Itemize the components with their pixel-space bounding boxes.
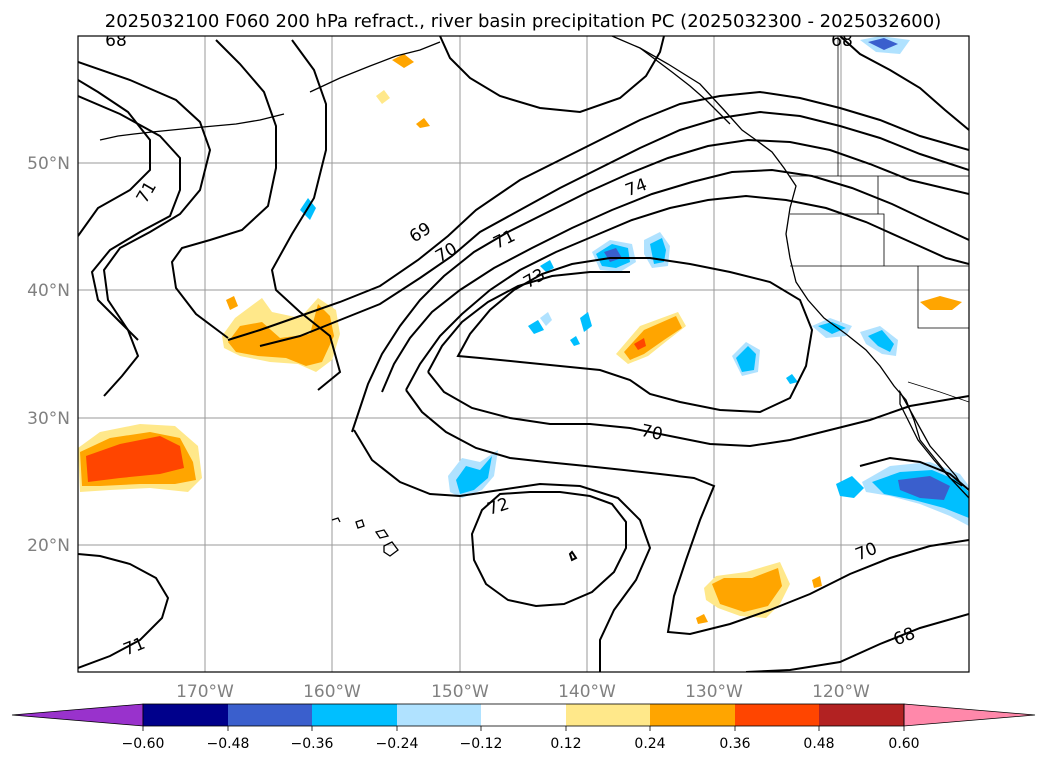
pc-negative-region [818,322,846,334]
colorbar-segment [312,704,397,726]
pc-negative-region [868,330,894,352]
colorbar-tick-label: 0.36 [719,736,750,752]
pc-negative-region [570,336,580,346]
contour-line [78,61,212,397]
colorbar-segment [650,704,735,726]
colorbar-tick-label: −0.12 [460,736,503,752]
pc-positive-region [812,576,822,588]
lat-label: 50°N [27,154,70,174]
pc-negative-region [868,38,898,50]
pc-positive-region [634,338,646,350]
figure-title: 2025032100 F060 200 hPa refract., river … [105,11,941,32]
lat-label: 40°N [27,281,70,301]
map-panel: 68 71 68 69 70 71 74 73 70 72 70 71 68 2… [27,31,970,702]
colorbar-tick-label: −0.48 [207,736,250,752]
contour-line [745,613,969,672]
lon-label: 130°W [685,682,743,702]
colorbar-segment [397,704,481,726]
positive-pc-shading [78,54,962,624]
pc-negative-region [650,238,666,264]
pc-negative-region [540,260,554,272]
colorbar: −0.60 −0.48 −0.36 −0.24 −0.12 0.12 0.24 … [11,703,1036,752]
pc-positive-region [392,54,414,68]
contour-line [270,39,342,391]
colorbar-tick-label: −0.36 [291,736,334,752]
colorbar-segment [481,704,566,726]
contour-label: 68 [831,31,853,51]
colorbar-extend-high [903,703,1036,727]
pc-positive-region [86,436,184,482]
contour-line [78,95,181,341]
colorbar-frame [142,703,905,727]
contour-line [78,79,151,237]
pc-positive-region [696,614,708,624]
pc-positive-region [712,568,782,612]
lat-label: 20°N [27,536,70,556]
lon-label: 150°W [431,682,489,702]
contour-line [405,194,969,391]
pc-positive-region [376,90,390,104]
pc-negative-region [736,346,756,372]
contour-line [78,553,170,669]
coastlines [99,36,969,557]
contour-line [351,138,969,433]
lon-label: 120°W [812,682,870,702]
pc-positive-region [226,296,238,310]
colorbar-segment [819,704,904,726]
baja-california [899,389,963,487]
contour-line [259,110,969,347]
lat-label: 30°N [27,409,70,429]
refractivity-contours [78,36,969,672]
contour-line [568,550,578,562]
alaska-peninsula [309,41,441,93]
contour-line [427,371,969,448]
contour-line [427,271,630,373]
colorbar-tick-label: 0.48 [803,736,834,752]
negative-pc-shading [300,36,969,526]
pc-negative-region [898,476,950,500]
colorbar-tick-label: −0.24 [376,736,419,752]
contour-line [839,36,969,131]
colorbar-tick-label: 0.12 [550,736,581,752]
colorbar-tick-label: 0.60 [888,736,919,752]
contour-label: 70 [639,421,664,445]
pc-negative-region [540,312,552,326]
contour-label: 68 [105,31,127,51]
colorbar-segment [735,704,819,726]
pc-negative-region [456,456,492,494]
colorbar-extend-low [11,703,144,727]
hawaii-islands [331,517,399,557]
pc-negative-region [836,476,864,498]
colorbar-segment [143,704,228,726]
pc-positive-region [416,118,430,128]
latitude-labels: 20°N 30°N 40°N 50°N [27,154,70,556]
colorbar-tick-label: 0.24 [634,736,665,752]
pc-positive-region [920,296,962,310]
colorbar-segment [228,704,312,726]
contour-line [353,429,652,672]
contour-line [170,39,277,339]
aleutian-islands [99,113,285,141]
contour-line [439,36,665,114]
pc-negative-region [528,320,544,334]
lon-label: 160°W [303,682,361,702]
map-frame [77,35,970,673]
contour-line [456,257,814,414]
contour-line [859,456,969,491]
map-background [78,36,969,672]
pc-negative-region [786,374,798,384]
contour-line [405,389,969,636]
contour-line [227,90,969,341]
pc-negative-region [580,312,592,332]
colorbar-tick-label: −0.60 [122,736,165,752]
north-america-coast [611,36,969,499]
lon-label: 140°W [558,682,616,702]
longitude-labels: 170°W 160°W 150°W 140°W 130°W 120°W [176,682,870,702]
colorbar-segment [566,704,650,726]
contour-line [381,168,969,393]
lon-label: 170°W [176,682,234,702]
contour-line [470,491,627,608]
pc-positive-region [228,304,334,366]
